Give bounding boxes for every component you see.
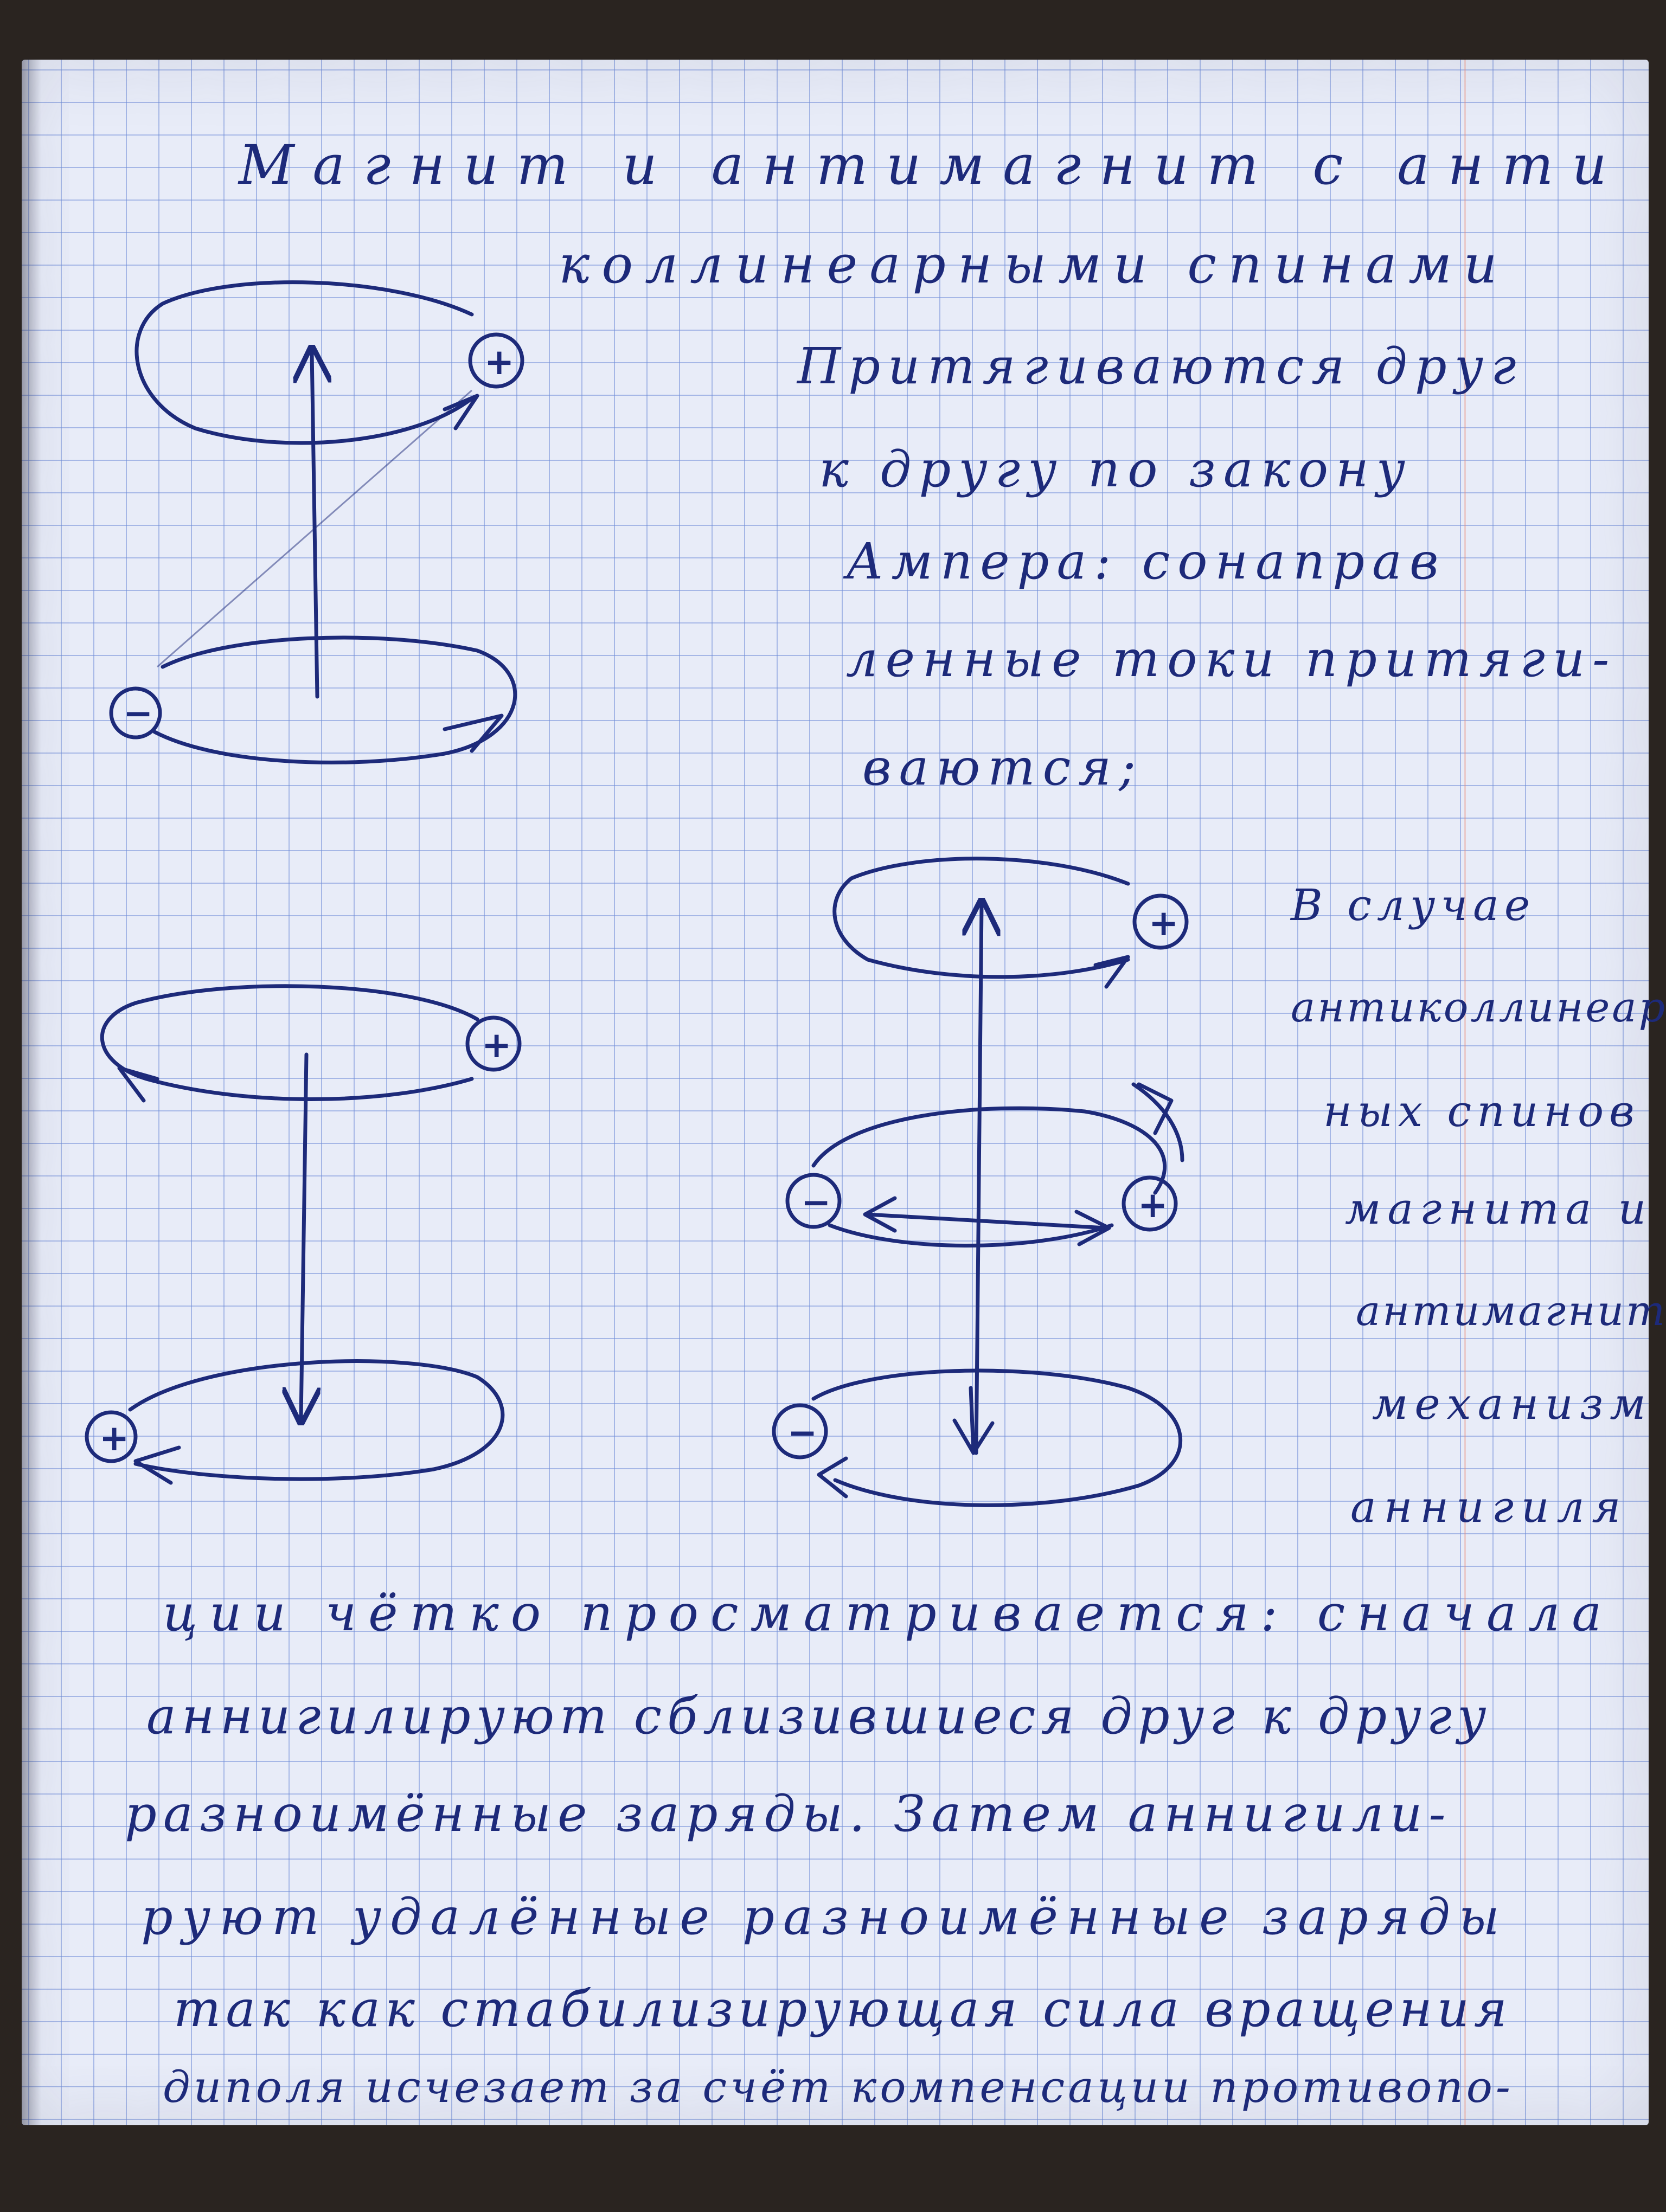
lower-loop <box>128 1359 505 1481</box>
axis-down-arrowhead <box>952 1418 995 1455</box>
top-loop <box>832 857 1130 979</box>
diagram-annihilation: + − + − <box>772 857 1189 1507</box>
side-text-line-5: антимагнита <box>1356 1287 1666 1335</box>
repulsion-axis-arrow <box>301 1052 306 1418</box>
upper-loop-arrowhead <box>117 1066 159 1103</box>
double-arrow-right-head <box>1074 1210 1111 1246</box>
lower-loop-arrowhead <box>443 713 504 753</box>
right-text-line-3: Ампера: сонаправ <box>846 532 1446 590</box>
attraction-axis-arrow <box>312 352 317 699</box>
plus-charge-marker <box>468 332 524 389</box>
plus-charge-marker <box>1122 1175 1178 1232</box>
side-text-line-2: антиколлинеар- <box>1291 983 1666 1031</box>
plus-charge-sign: + <box>484 341 514 383</box>
bottom-text-line-2: аннигилируют сблизившиеся друг к другу <box>146 1687 1492 1745</box>
right-text-line-5: ваются; <box>862 738 1144 796</box>
bottom-text-line-4: руют удалённые разноимённые заряды <box>141 1888 1508 1946</box>
right-text-line-2: к другу по закону <box>819 440 1413 498</box>
diagram-repulsion: + + <box>85 984 522 1485</box>
top-loop-arrowhead <box>1093 955 1130 989</box>
middle-loop-spin-arc <box>1131 1082 1184 1162</box>
side-text-line-7: аннигиля <box>1350 1482 1629 1532</box>
upper-loop <box>100 984 479 1101</box>
plus-charge-sign: + <box>99 1417 129 1459</box>
double-arrow-line <box>866 1212 1108 1230</box>
side-text-line-3: ных спинов <box>1323 1086 1640 1136</box>
side-text-line-6: механизм <box>1372 1379 1652 1429</box>
bottom-loop-arrowhead <box>817 1456 848 1499</box>
bottom-text-line-6: диполя исчезает за счёт компенсации прот… <box>163 2062 1514 2112</box>
minus-charge-marker <box>109 686 162 740</box>
spin-arc-arrowhead <box>1137 1082 1174 1135</box>
side-text-line-4: магнита и <box>1345 1184 1653 1234</box>
plus-charge-marker <box>465 1015 522 1072</box>
notebook-page <box>22 60 1649 2125</box>
bottom-text-line-3: разноимённые заряды. Затем аннигили- <box>125 1785 1452 1843</box>
plus-charge-sign: + <box>482 1024 511 1066</box>
title-line-2: коллинеарными спинами <box>559 234 1509 295</box>
lower-loop-arrowhead <box>133 1445 181 1485</box>
right-text-line-4: ленные токи притяги- <box>846 630 1617 688</box>
middle-loop-upper <box>811 1106 1167 1195</box>
middle-loop-lower <box>828 1223 1114 1248</box>
page-fold-shadow <box>22 60 41 2125</box>
minus-charge-marker <box>772 1403 828 1459</box>
lower-loop <box>152 635 517 764</box>
minus-charge-sign: − <box>123 692 153 734</box>
double-arrow-left-head <box>863 1196 897 1233</box>
plus-charge-marker <box>1132 893 1189 950</box>
upper-loop <box>134 280 474 445</box>
right-text-line-1: Притягиваются друг <box>797 337 1524 395</box>
plus-charge-sign: + <box>1149 902 1178 944</box>
side-text-line-1: В случае <box>1291 880 1536 930</box>
page-margin-line <box>1464 60 1466 2125</box>
minus-charge-marker <box>785 1173 842 1229</box>
bottom-text-line-1: ции чётко просматривается: сначала <box>163 1584 1614 1642</box>
title-line-1: Магнит и антимагнит с анти <box>239 133 1625 197</box>
axis-lower-segment <box>969 1386 976 1455</box>
bottom-loop <box>811 1368 1183 1507</box>
bottom-text-line-5: так как стабилизирующая сила вращения <box>174 1980 1512 2038</box>
diagram-attraction: + − <box>109 280 524 764</box>
plus-charge-sign: + <box>1138 1184 1168 1226</box>
minus-charge-sign: − <box>801 1181 831 1223</box>
plus-charge-marker <box>85 1410 138 1463</box>
vertical-axis-arrow <box>976 905 982 1455</box>
minus-charge-sign: − <box>787 1412 817 1454</box>
